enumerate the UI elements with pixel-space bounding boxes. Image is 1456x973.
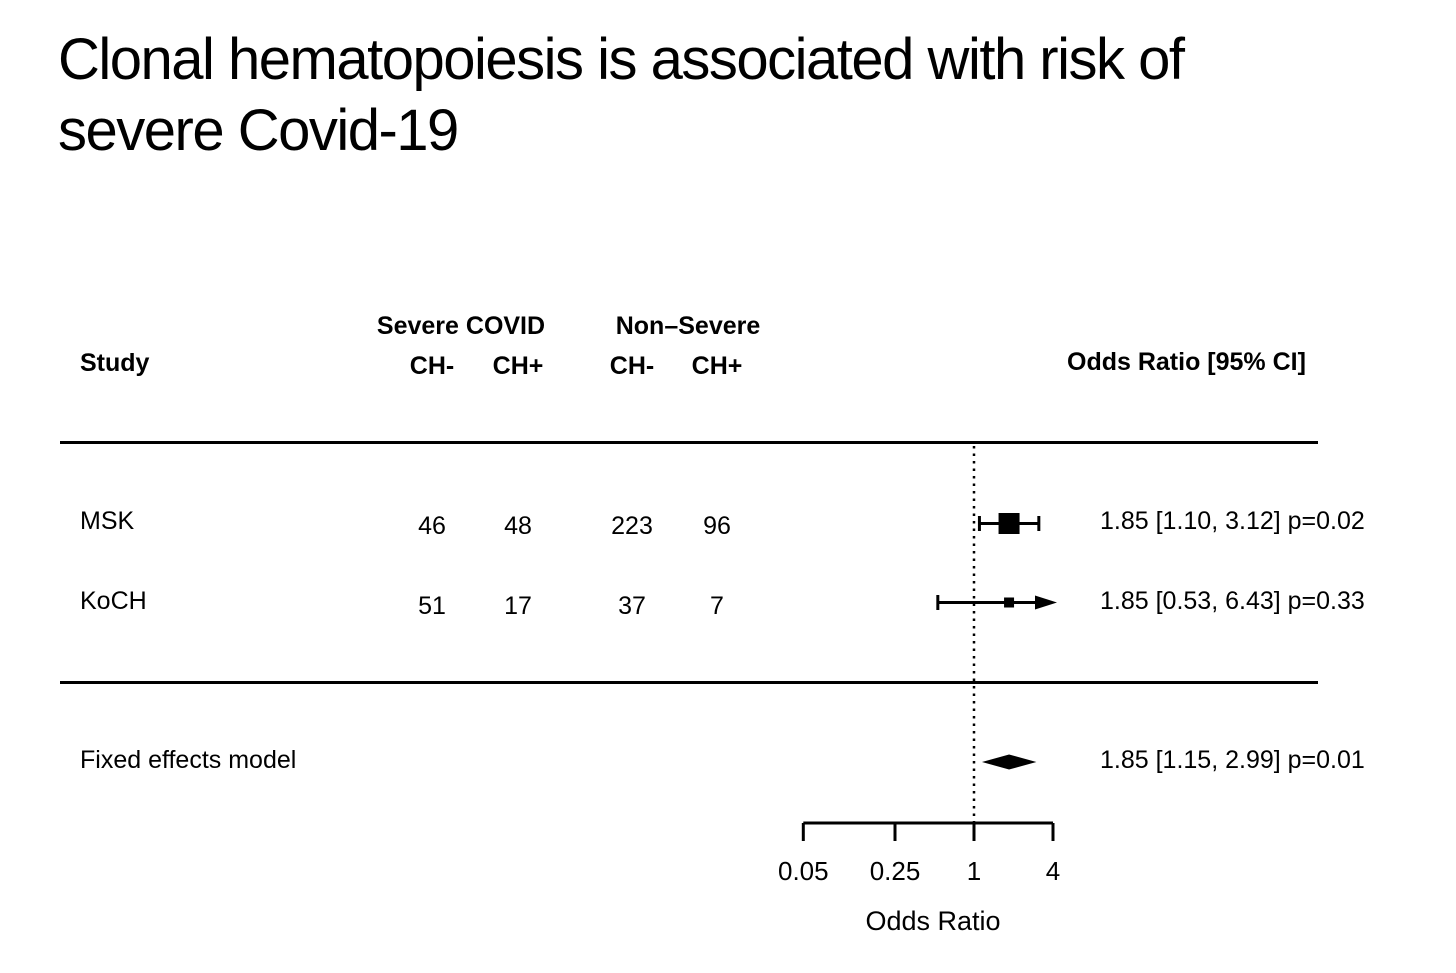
separator-bottom: [60, 681, 1318, 684]
column-header-ch-pos-nonsevere: CH+: [691, 352, 743, 380]
column-header-ch-neg-nonsevere: CH-: [609, 352, 655, 380]
summary-label: Fixed effects model: [80, 746, 297, 774]
axis-tick-label: 4: [1045, 856, 1061, 886]
group-header-non-severe: Non–Severe: [615, 312, 761, 340]
column-header-ch-pos-severe: CH+: [492, 352, 544, 380]
cell-koch-nonsevere-ch-pos: 7: [710, 592, 724, 620]
cell-koch-nonsevere-ch-neg: 37: [618, 592, 646, 620]
summary-diamond: [981, 754, 1037, 770]
page-title: Clonal hematopoiesis is associated with …: [58, 24, 1428, 166]
page-title-line-2: severe Covid-19: [58, 98, 459, 163]
cell-msk-severe-ch-pos: 48: [504, 512, 532, 540]
column-header-odds-ratio: Odds Ratio [95% CI]: [1067, 348, 1306, 376]
cell-msk-nonsevere-ch-neg: 223: [611, 512, 653, 540]
separator-top: [60, 441, 1318, 444]
cell-msk-severe-ch-neg: 46: [418, 512, 446, 540]
or-ci-text-summary: 1.85 [1.15, 2.99] p=0.01: [1100, 746, 1365, 774]
column-header-ch-neg-severe: CH-: [409, 352, 455, 380]
axis-tick-label: 1: [966, 856, 982, 886]
study-name: KoCH: [80, 587, 147, 615]
cell-koch-severe-ch-pos: 17: [504, 592, 532, 620]
group-header-severe-covid: Severe COVID: [376, 312, 546, 340]
ci-arrow-high: [1034, 595, 1057, 610]
cell-koch-severe-ch-neg: 51: [418, 592, 446, 620]
study-name: MSK: [80, 507, 135, 535]
page-title-line-1: Clonal hematopoiesis is associated with …: [58, 27, 1185, 92]
column-header-study: Study: [80, 349, 150, 377]
or-square: [1004, 597, 1015, 608]
axis-title: Odds Ratio: [865, 906, 1001, 936]
or-square: [998, 513, 1020, 534]
cell-msk-nonsevere-ch-pos: 96: [703, 512, 731, 540]
or-ci-text-koch: 1.85 [0.53, 6.43] p=0.33: [1100, 587, 1365, 615]
axis-tick-label: 0.05: [777, 856, 829, 886]
axis-tick-label: 0.25: [869, 856, 921, 886]
or-ci-text-msk: 1.85 [1.10, 3.12] p=0.02: [1100, 507, 1365, 535]
